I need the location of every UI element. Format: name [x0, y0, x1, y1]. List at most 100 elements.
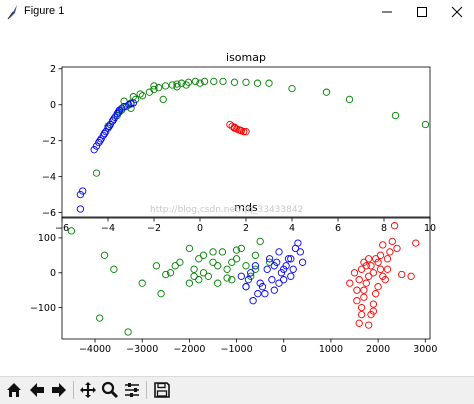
data-point [357, 303, 366, 312]
data-point [242, 262, 250, 270]
data-point [209, 248, 217, 256]
data-point [261, 290, 269, 298]
data-point [253, 79, 262, 87]
x-tick-label: −2 [147, 223, 161, 234]
x-tick-label: 3000 [413, 344, 437, 355]
data-point [230, 78, 239, 86]
home-button[interactable] [3, 379, 25, 401]
close-button[interactable] [440, 0, 474, 24]
data-point [108, 117, 117, 125]
y-tick-label: −2 [42, 136, 56, 147]
data-point [199, 269, 208, 277]
data-point [270, 286, 278, 294]
data-point [214, 262, 222, 270]
data-point [110, 265, 118, 273]
data-point [242, 78, 250, 86]
data-point [296, 248, 304, 256]
sliders-icon [125, 383, 139, 397]
data-point [191, 77, 200, 86]
data-point [168, 81, 177, 89]
data-point [150, 82, 158, 90]
x-tick-label: 6 [335, 223, 341, 234]
data-point [240, 128, 248, 136]
data-point [383, 265, 392, 273]
minimize-button[interactable] [370, 0, 404, 24]
data-point [204, 272, 212, 280]
data-point [263, 265, 271, 273]
navigation-toolbar [0, 376, 474, 404]
pan-button[interactable] [77, 379, 99, 401]
data-point [120, 102, 128, 111]
data-point [166, 269, 175, 277]
data-point [232, 246, 241, 254]
data-point [360, 293, 368, 301]
data-point [104, 124, 112, 132]
data-point [383, 255, 392, 263]
data-point [102, 128, 110, 136]
data-point [355, 276, 363, 284]
zoom-button[interactable] [99, 379, 121, 401]
data-point [251, 251, 260, 259]
data-point [105, 122, 113, 130]
x-tick-label: 2 [243, 223, 249, 234]
data-point [398, 270, 406, 279]
maximize-icon [417, 7, 427, 17]
data-point [115, 106, 124, 114]
data-point [76, 205, 85, 213]
data-point [353, 286, 361, 294]
data-point [357, 265, 366, 273]
data-point [365, 272, 373, 280]
data-point [256, 237, 264, 246]
data-point [357, 310, 366, 319]
data-point [407, 272, 415, 280]
data-point [120, 97, 128, 105]
data-point [362, 279, 370, 287]
data-point [254, 290, 262, 298]
toolbar-separator [73, 381, 74, 399]
data-point [372, 255, 380, 263]
data-point [199, 251, 208, 259]
data-point [228, 258, 236, 266]
data-point [372, 290, 380, 298]
data-point [393, 244, 401, 253]
x-tick-label: 2000 [366, 344, 390, 355]
data-point [92, 169, 101, 177]
axes-frame [61, 216, 431, 340]
chart-title: isomap [226, 51, 266, 64]
data-point [237, 244, 245, 253]
data-point [247, 269, 255, 277]
subplots-button[interactable] [121, 379, 143, 401]
data-point [190, 265, 198, 273]
data-point [176, 258, 184, 266]
data-point [346, 279, 354, 287]
x-tick-label: 4 [289, 223, 295, 234]
data-point [376, 265, 385, 273]
data-point [218, 248, 227, 256]
data-point [138, 92, 147, 100]
feather-icon [7, 5, 17, 20]
x-tick-label: 0 [281, 344, 287, 355]
x-tick-label: −1000 [220, 344, 252, 355]
data-point [242, 283, 250, 291]
data-point [265, 79, 273, 87]
data-point [99, 131, 108, 139]
data-point [374, 283, 382, 291]
data-point [270, 262, 278, 270]
floppy-icon [154, 382, 170, 398]
data-point [96, 314, 104, 322]
watermark-text: http://blog.csdn.net/qq_33433842 [150, 205, 303, 215]
data-point [96, 137, 104, 145]
data-point [355, 319, 363, 327]
x-tick-label: 0 [197, 223, 203, 234]
x-tick-label: 8 [381, 223, 387, 234]
data-point [353, 297, 361, 305]
data-point [210, 77, 218, 86]
mds-subplot: mds−4000 −3000 −2000 −1000 0 1000 2000 3000−100… [30, 201, 437, 355]
figure-canvas[interactable]: isomap −6 −4 −2 0 2 4 6 8 10 −6 −4 −2 0 2 mds −4000 −3000… [0, 24, 474, 374]
maximize-button[interactable] [405, 0, 439, 24]
save-button[interactable] [151, 379, 173, 401]
data-point [173, 83, 181, 91]
data-point [280, 265, 288, 273]
back-button[interactable] [26, 379, 48, 401]
forward-button[interactable] [48, 379, 70, 401]
